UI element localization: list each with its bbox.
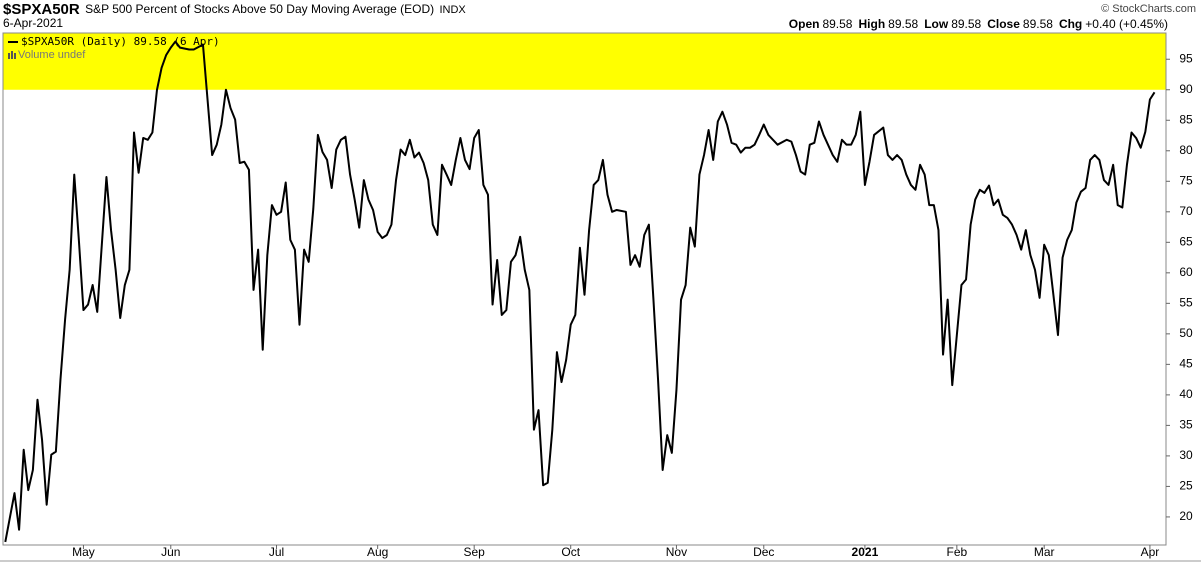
price-line <box>4 40 1156 543</box>
volume-note: Volume undef <box>18 49 86 61</box>
y-tick-label: 50 <box>1179 326 1193 340</box>
x-tick-label: Nov <box>666 545 687 559</box>
y-tick-label: 30 <box>1179 448 1193 462</box>
quote: Open 89.58 High 89.58 Low 89.58 Close 89.58 Chg +… <box>789 17 1168 31</box>
y-tick-label: 40 <box>1179 387 1193 401</box>
y-tick-label: 65 <box>1179 234 1193 248</box>
y-tick-label: 95 <box>1179 51 1193 65</box>
quote-label: Close <box>987 17 1020 31</box>
y-tick-label: 25 <box>1179 479 1193 493</box>
y-tick-label: 85 <box>1179 112 1193 126</box>
x-tick-label: Sep <box>463 545 485 559</box>
x-tick-label: May <box>72 545 95 559</box>
volume-icon <box>14 53 16 59</box>
symbol: $SPXA50R <box>3 1 80 18</box>
quote-label: Low <box>924 17 949 31</box>
y-tick-label: 60 <box>1179 265 1193 279</box>
y-tick-label: 70 <box>1179 204 1193 218</box>
x-tick-label: Jul <box>269 545 284 559</box>
quote-label: Chg <box>1059 17 1082 31</box>
y-tick-label: 45 <box>1179 357 1193 371</box>
x-tick-label: Dec <box>753 545 774 559</box>
legend-label: $SPXA50R (Daily) 89.58 (6 Apr) <box>21 35 220 48</box>
volume-icon <box>8 53 10 59</box>
y-tick-label: 35 <box>1179 418 1193 432</box>
x-tick-label: Aug <box>367 545 388 559</box>
shade-zone <box>3 33 1166 90</box>
chart-title: $SPXA50R S&P 500 Percent of Stocks Above… <box>3 1 466 18</box>
x-tick-label: 2021 <box>852 545 879 559</box>
quote-value: 89.58 <box>822 17 852 31</box>
y-tick-label: 90 <box>1179 82 1193 96</box>
volume-icon <box>11 51 13 59</box>
x-tick-label: Jun <box>161 545 180 559</box>
copyright: © StockCharts.com <box>1101 3 1196 15</box>
quote-value: 89.58 <box>1023 17 1053 31</box>
quote-value: 89.58 <box>951 17 981 31</box>
quote-label: High <box>858 17 885 31</box>
y-tick-label: 80 <box>1179 143 1193 157</box>
index-name: S&P 500 Percent of Stocks Above 50 Day M… <box>85 2 434 16</box>
x-tick-label: Oct <box>561 545 580 559</box>
quote-value: +0.40 (+0.45%) <box>1085 17 1168 31</box>
y-tick-label: 75 <box>1179 173 1193 187</box>
date: 6-Apr-2021 <box>3 16 63 30</box>
x-tick-label: Apr <box>1141 545 1160 559</box>
quote-label: Open <box>789 17 820 31</box>
x-tick-label: Mar <box>1034 545 1055 559</box>
quote-value: 89.58 <box>888 17 918 31</box>
y-tick-label: 20 <box>1179 509 1193 523</box>
exchange: INDX <box>439 4 466 16</box>
y-tick-label: 55 <box>1179 296 1193 310</box>
x-tick-label: Feb <box>947 545 968 559</box>
plot-frame <box>2 32 1167 546</box>
